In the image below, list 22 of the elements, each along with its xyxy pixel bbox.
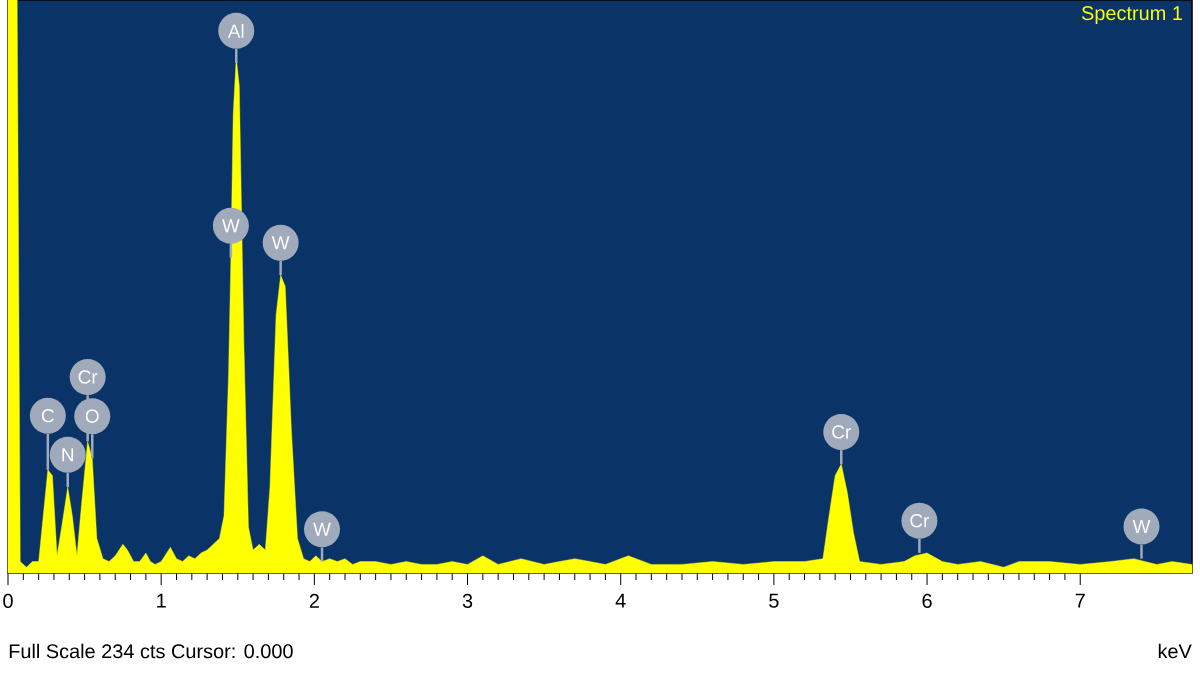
x-tick-label: 7 xyxy=(1075,593,1085,608)
x-axis-title: keV xyxy=(1158,643,1192,659)
annotation: Cr xyxy=(832,425,851,439)
annotation: W xyxy=(313,522,331,536)
x-tick-label: 0 xyxy=(3,593,13,608)
text: Full Scale 234 cts Cursor: 0.000 xyxy=(9,643,293,659)
annotation: W xyxy=(1132,519,1151,533)
text: Spectrum 1 xyxy=(1081,6,1182,25)
annotation: Cr xyxy=(78,370,98,384)
x-tick-label: 6 xyxy=(922,593,932,608)
x-tick-label: 4 xyxy=(615,593,626,608)
annotation: C xyxy=(41,408,54,423)
x-tick-label: 2 xyxy=(309,593,319,608)
annotation: Cr xyxy=(910,514,930,528)
annotation: Al xyxy=(227,23,244,38)
annotation: W xyxy=(222,219,240,233)
annotation: W xyxy=(271,236,290,250)
annotation: N xyxy=(62,448,74,462)
x-tick-label: 3 xyxy=(462,593,473,608)
x-tick-label: 5 xyxy=(769,593,779,608)
x-tick-label: 1 xyxy=(157,593,166,608)
annotation: O xyxy=(85,409,99,423)
